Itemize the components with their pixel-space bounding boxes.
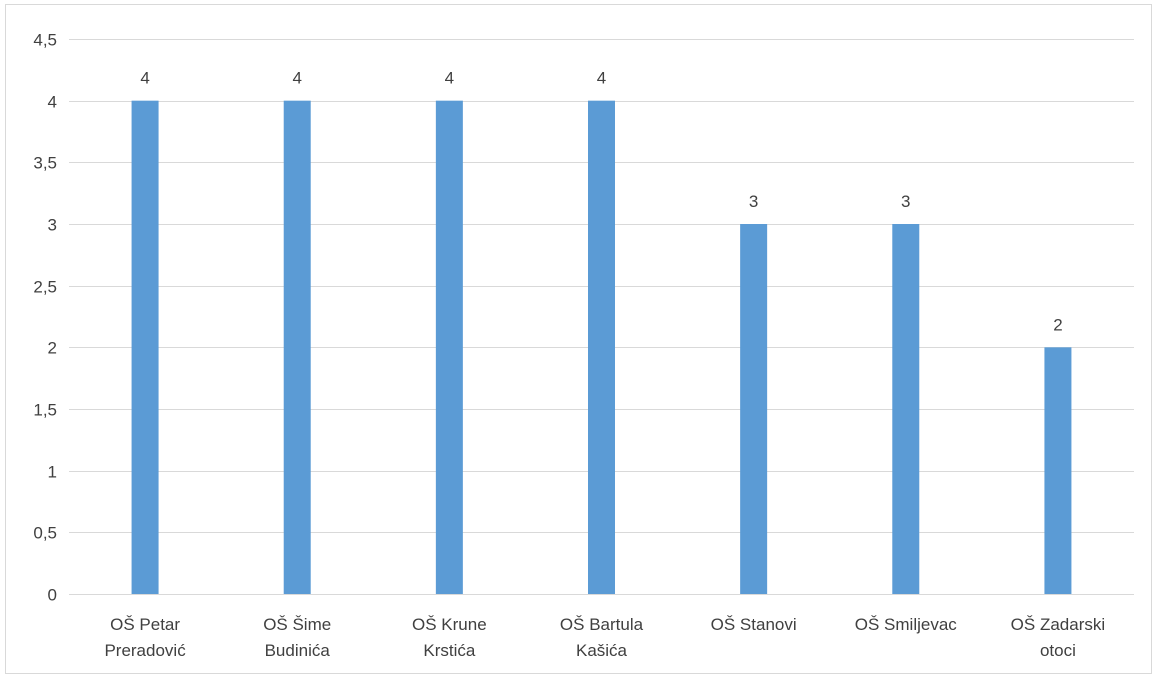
bars: [131, 100, 1072, 595]
x-axis-category-labels: OŠ Petar Preradović OŠ Šime Budinića OŠ Krun…: [104, 615, 1105, 660]
bar-chart: 0 0,5 1 1,5 2 2,5 3 3,5 4 4,5 4 4 4 4 3 3 2 OŠ Petar Pre…: [33, 31, 1134, 660]
data-label: 3: [749, 192, 758, 211]
y-tick-label: 3,5: [33, 154, 57, 173]
data-label: 4: [445, 69, 454, 88]
x-category-label-line: OŠ Šime: [263, 615, 331, 634]
bar: [1044, 347, 1072, 594]
bar: [892, 224, 920, 594]
bar: [283, 100, 311, 595]
x-category-label-line: OŠ Petar: [110, 615, 180, 634]
x-category-label: OŠ Bartula Kašića: [560, 615, 644, 660]
y-tick-label: 3: [48, 216, 57, 235]
x-category-label: OŠ Petar Preradović: [104, 615, 186, 660]
y-tick-label: 4: [48, 93, 57, 112]
x-category-label: OŠ Stanovi: [711, 615, 797, 634]
x-category-label-line: Krstića: [423, 641, 476, 660]
chart-container: 0 0,5 1 1,5 2 2,5 3 3,5 4 4,5 4 4 4 4 3 3 2 OŠ Petar Pre…: [5, 4, 1152, 674]
bar: [435, 100, 463, 595]
bar: [588, 100, 615, 595]
x-category-label-line: Kašića: [576, 641, 628, 660]
x-category-label: OŠ Šime Budinića: [263, 615, 331, 660]
data-label: 3: [901, 192, 910, 211]
data-labels: 4 4 4 4 3 3 2: [140, 69, 1062, 335]
y-tick-label: 1: [48, 463, 57, 482]
data-label: 4: [140, 69, 149, 88]
data-label: 2: [1053, 315, 1062, 334]
bar: [131, 100, 159, 595]
y-tick-label: 0,5: [33, 524, 57, 543]
data-label: 4: [292, 69, 301, 88]
x-category-label: OŠ Zadarski otoci: [1011, 615, 1105, 660]
x-category-label: OŠ Smiljevac: [855, 615, 958, 634]
data-label: 4: [597, 69, 606, 88]
y-tick-label: 0: [48, 586, 57, 605]
x-category-label-line: Preradović: [104, 641, 186, 660]
y-tick-label: 4,5: [33, 31, 57, 50]
x-category-label-line: OŠ Smiljevac: [855, 615, 958, 634]
x-category-label-line: OŠ Stanovi: [711, 615, 797, 634]
y-axis-tick-labels: 0 0,5 1 1,5 2 2,5 3 3,5 4 4,5: [33, 31, 57, 605]
x-category-label: OŠ Krune Krstića: [412, 615, 487, 660]
x-category-label-line: OŠ Zadarski: [1011, 615, 1105, 634]
x-category-label-line: Budinića: [265, 641, 331, 660]
x-category-label-line: OŠ Bartula: [560, 615, 644, 634]
bar: [740, 224, 768, 594]
y-tick-label: 2,5: [33, 278, 57, 297]
y-tick-label: 1,5: [33, 401, 57, 420]
x-category-label-line: OŠ Krune: [412, 615, 487, 634]
y-tick-label: 2: [48, 339, 57, 358]
x-category-label-line: otoci: [1040, 641, 1076, 660]
